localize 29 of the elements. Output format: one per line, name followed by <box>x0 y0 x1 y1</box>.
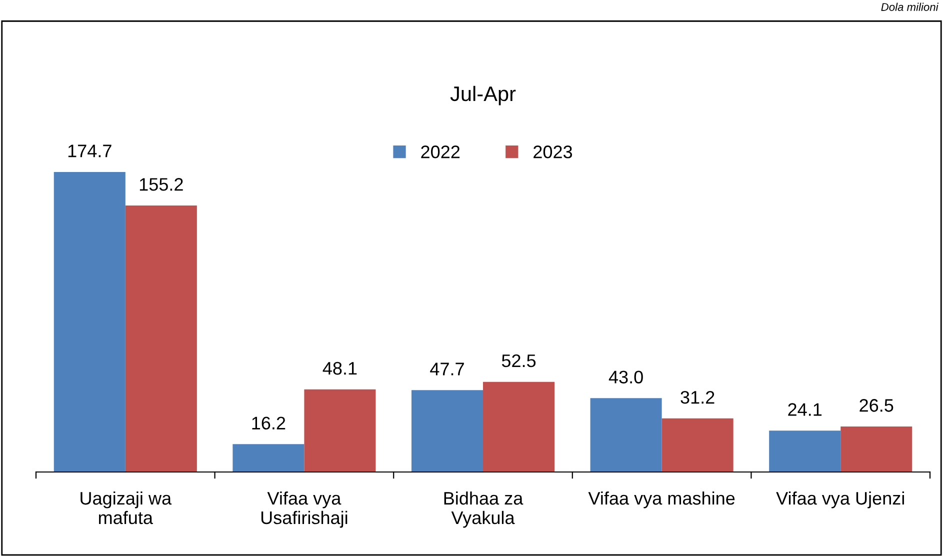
data-label: 174.7 <box>68 144 112 158</box>
data-label: 48.1 <box>322 362 357 375</box>
chart-title: Jul-Apr <box>450 86 516 106</box>
x-tick-label: Bidhaa za Vyakula <box>444 491 524 528</box>
x-tick-label: Vifaa vya mashine <box>588 491 735 508</box>
text: Dola milioni <box>881 2 939 11</box>
data-label: 26.5 <box>860 399 894 412</box>
bar <box>590 398 662 472</box>
data-label: 31.2 <box>680 390 714 404</box>
x-tick-label: Vifaa vya Usafirishaji <box>261 491 348 528</box>
legend-label: 2022 <box>421 146 460 158</box>
bar <box>125 205 197 472</box>
bar <box>769 430 841 472</box>
bar <box>304 389 376 472</box>
data-label: 24.1 <box>788 403 822 416</box>
bar <box>662 418 734 472</box>
data-label: 52.5 <box>502 354 536 368</box>
bar <box>483 382 555 472</box>
x-tick-label: Uagizaji wa mafuta <box>80 491 172 524</box>
bar <box>54 172 126 472</box>
data-label: 155.2 <box>140 178 183 191</box>
data-label: 16.2 <box>252 416 286 430</box>
bar <box>840 426 912 472</box>
x-tick-label: Vifaa vya Ujenzi <box>776 491 904 508</box>
bar <box>411 390 483 472</box>
data-label: 43.0 <box>608 370 643 384</box>
legend-label: 2023 <box>534 146 572 158</box>
bar <box>232 444 304 472</box>
data-label: 47.7 <box>430 362 464 376</box>
